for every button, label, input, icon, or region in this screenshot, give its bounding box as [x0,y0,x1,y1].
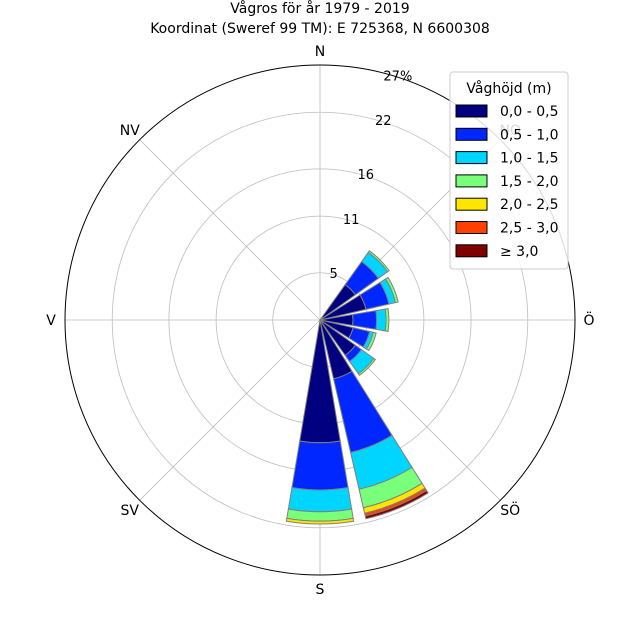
legend-swatch [455,151,488,165]
chart-title-line1: Vågros för år 1979 - 2019 [230,0,409,17]
legend-items: 0,0 - 0,5 0,5 - 1,0 1,0 - 1,5 1,5 - 2,0 2,0 … [455,104,558,260]
rose-bar-segment [285,517,355,525]
grid-spoke [139,139,321,321]
direction-label: NV [120,123,140,139]
direction-label: S [316,582,325,598]
rose-bar-segment [365,331,377,352]
direction-label: N [315,44,325,60]
legend-label: 1,5 - 2,0 [500,174,558,190]
legend-label: 2,0 - 2,5 [500,197,558,213]
radial-tick-label: 11 [343,213,360,228]
legend: Våghöjd (m) 0,0 - 0,5 0,5 - 1,0 1,0 - 1,5 1… [449,71,569,270]
rose-bars [285,250,429,525]
legend-swatch [455,244,488,258]
rose-bar-segment [364,489,429,520]
rose-bar-segment [375,308,387,332]
direction-label: SV [121,503,140,519]
direction-label: Ö [583,311,594,329]
rose-bar-segment [367,250,390,273]
legend-swatch [455,197,488,211]
legend-label: ≥ 3,0 [500,244,538,260]
polar-grid [65,65,575,575]
legend-label: 1,0 - 1,5 [500,151,558,167]
radial-tick-label: 16 [357,168,374,183]
rose-bar-segment [384,308,390,332]
legend-swatch [455,104,488,118]
legend-title: Våghöjd (m) [466,80,551,97]
radial-tick-label: 5 [330,267,338,282]
legend-frame [449,71,569,270]
rose-bar-segment [287,487,353,513]
radial-tick-label: 27% [383,69,412,84]
legend-swatch [455,221,488,234]
chart-title-line2: Koordinat (Sweref 99 TM): E 725368, N 66… [150,21,490,37]
legend-label: 0,0 - 0,5 [500,104,558,120]
radial-tick-label: 22 [375,114,392,129]
rose-bar-segment [384,276,399,304]
legend-label: 0,5 - 1,0 [500,127,558,143]
legend-swatch [455,127,488,141]
legend-swatch [455,174,488,188]
rose-bar-segment [352,310,378,330]
direction-label: V [46,313,56,329]
direction-label: SÖ [500,501,520,519]
legend-label: 2,5 - 3,0 [500,221,558,237]
radial-tick-labels: 5 11 16 22 27% [330,69,413,282]
rose-bar-segment [291,440,349,491]
outer-circle [64,64,576,576]
grid-spoke [139,319,321,501]
rose-bar-segment [357,357,377,377]
